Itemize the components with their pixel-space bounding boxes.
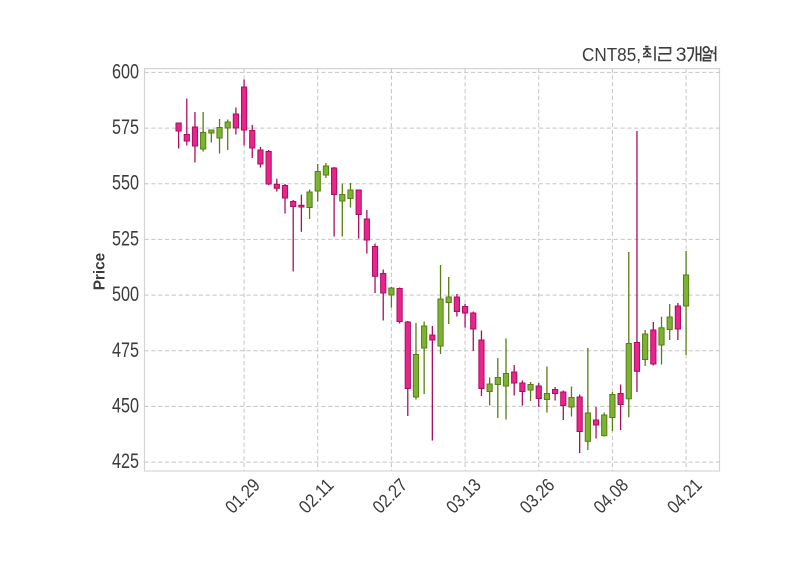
svg-text:475: 475: [112, 339, 139, 362]
svg-text:575: 575: [112, 116, 139, 139]
svg-text:600: 600: [112, 60, 139, 83]
svg-text:525: 525: [112, 227, 139, 250]
svg-text:Price: Price: [92, 253, 109, 291]
svg-text:550: 550: [112, 172, 139, 195]
svg-text:CNT85,: CNT85,: [582, 44, 641, 65]
svg-text:425: 425: [112, 450, 139, 473]
svg-text:500: 500: [112, 283, 139, 306]
svg-text:3: 3: [676, 45, 687, 66]
svg-text:450: 450: [112, 394, 139, 417]
